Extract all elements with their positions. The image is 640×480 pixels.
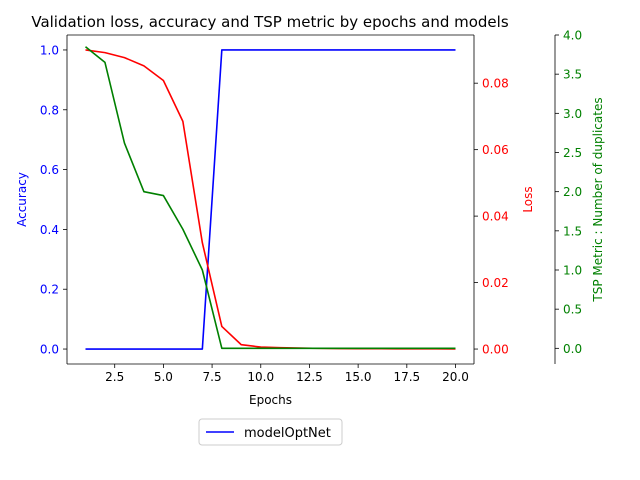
- x-tick-label: 7.5: [203, 370, 222, 384]
- y-axis-loss: 0.00 0.02 0.04 0.06 0.08 Loss: [474, 77, 535, 357]
- y-tick-label-accuracy: 0.2: [40, 283, 59, 297]
- y-tick-label-tsp: 1.5: [563, 224, 582, 238]
- x-tick-label: 5.0: [154, 370, 173, 384]
- y-tick-label-accuracy: 1.0: [40, 43, 59, 57]
- y-axis-tsp: 0.0 0.5 1.0 1.5 2.0 2.5 3.0 3.5 4.0 TSP Metric : …: [555, 29, 605, 356]
- plot-area: 2.5 5.0 7.5 10.0 12.5 15.0 17.5 20.0Epochs0.00.…: [15, 29, 605, 408]
- x-tick-label: 20.0: [442, 370, 469, 384]
- legend: modelOptNet: [198, 418, 343, 446]
- y-tick-label-tsp: 0.0: [563, 342, 582, 356]
- x-tick-label: 2.5: [105, 370, 124, 384]
- y-tick-label-tsp: 3.5: [563, 68, 582, 82]
- x-tick-label: 15.0: [345, 370, 372, 384]
- y-axis-label-tsp: TSP Metric : Number of duplicates: [591, 97, 605, 302]
- y-tick-label-loss: 0.04: [482, 210, 509, 224]
- y-tick-label-accuracy: 0.4: [40, 223, 59, 237]
- y-tick-label-loss: 0.08: [482, 77, 509, 91]
- y-tick-label-tsp: 2.0: [563, 185, 582, 199]
- legend-frame: [198, 418, 343, 446]
- y-tick-label-accuracy: 0.8: [40, 103, 59, 117]
- y-tick-label-tsp: 2.5: [563, 146, 582, 160]
- x-tick-label: 17.5: [393, 370, 420, 384]
- x-tick-label: 10.0: [247, 370, 274, 384]
- y-axis-label-accuracy: Accuracy: [15, 172, 29, 227]
- y-axis-accuracy: 0.0 0.2 0.4 0.6 0.8 1.0 Accuracy: [15, 43, 67, 357]
- x-tick-label: 12.5: [296, 370, 323, 384]
- series-line-loss: [85, 49, 456, 350]
- y-tick-label-loss: 0.00: [482, 343, 509, 357]
- x-axis-label: Epochs: [249, 393, 292, 407]
- y-tick-label-tsp: 3.0: [563, 107, 582, 121]
- y-tick-label-loss: 0.02: [482, 276, 509, 290]
- legend-label: modelOptNet: [244, 426, 331, 441]
- y-axis-label-loss: Loss: [521, 186, 535, 212]
- x-axis: 2.5 5.0 7.5 10.0 12.5 15.0 17.5 20.0 Epochs: [105, 364, 469, 407]
- y-tick-label-tsp: 0.5: [563, 303, 582, 317]
- y-tick-label-tsp: 1.0: [563, 264, 582, 278]
- y-tick-label-accuracy: 0.0: [40, 343, 59, 357]
- y-tick-label-accuracy: 0.6: [40, 163, 59, 177]
- y-tick-label-tsp: 4.0: [563, 29, 582, 43]
- y-tick-label-loss: 0.06: [482, 143, 509, 157]
- series-line-accuracy: [85, 49, 456, 350]
- chart-title: Validation loss, accuracy and TSP metric…: [31, 13, 508, 31]
- series-line-tsp: [84, 46, 456, 350]
